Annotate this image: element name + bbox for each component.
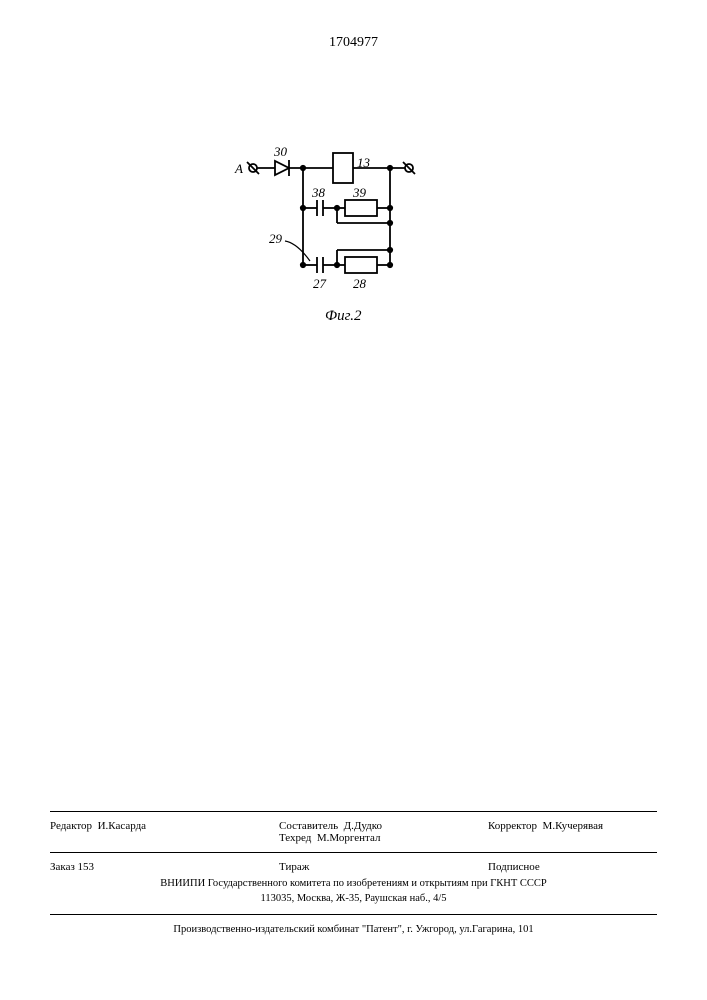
circuit-diagram: A 30 13 38 39 29 27 28 — [225, 138, 455, 308]
footer-rule-1 — [50, 811, 657, 812]
corrector-cell: Корректор М.Кучерявая — [448, 820, 657, 844]
label-13: 13 — [357, 155, 371, 170]
label-A: A — [234, 161, 243, 176]
compiler-name: Д.Дудко — [344, 820, 382, 832]
label-39: 39 — [352, 185, 367, 200]
tech-editor-label: Техред — [279, 832, 311, 844]
org-line-2: 113035, Москва, Ж-35, Раушская наб., 4/5 — [260, 893, 446, 904]
page: 1704977 — [0, 0, 707, 1000]
corrector-name: М.Кучерявая — [543, 820, 604, 832]
middle-credits: Составитель Д.Дудко Техред М.Моргентал — [219, 820, 448, 844]
editor-label: Редактор — [50, 820, 92, 832]
label-29: 29 — [269, 231, 283, 246]
footer-rule-3 — [50, 914, 657, 915]
org-line-1: ВНИИПИ Государственного комитета по изоб… — [160, 878, 547, 889]
compiler-label: Составитель — [279, 820, 338, 832]
label-30: 30 — [273, 144, 288, 159]
credits-row-1: Редактор И.Касарда Составитель Д.Дудко Т… — [50, 820, 657, 844]
circuit-svg: A 30 13 38 39 29 27 28 — [225, 138, 455, 308]
signed-cell: Подписное — [448, 861, 657, 873]
printer-line: Производственно-издательский комбинат "П… — [50, 923, 657, 938]
corrector-label: Корректор — [488, 820, 537, 832]
editor-cell: Редактор И.Касарда — [50, 820, 219, 844]
tech-editor-name: М.Моргентал — [317, 832, 381, 844]
label-28: 28 — [353, 276, 367, 291]
patent-number: 1704977 — [329, 35, 378, 51]
label-38: 38 — [311, 185, 326, 200]
org-block: ВНИИПИ Государственного комитета по изоб… — [50, 877, 657, 906]
footer-rule-2 — [50, 852, 657, 853]
figure-caption: Фиг.2 — [325, 308, 361, 325]
label-27: 27 — [313, 276, 327, 291]
footer: Редактор И.Касарда Составитель Д.Дудко Т… — [50, 803, 657, 938]
circulation-cell: Тираж — [219, 861, 448, 873]
order-cell: Заказ 153 — [50, 861, 219, 873]
editor-name: И.Касарда — [98, 820, 147, 832]
pub-info-row: Заказ 153 Тираж Подписное — [50, 861, 657, 873]
